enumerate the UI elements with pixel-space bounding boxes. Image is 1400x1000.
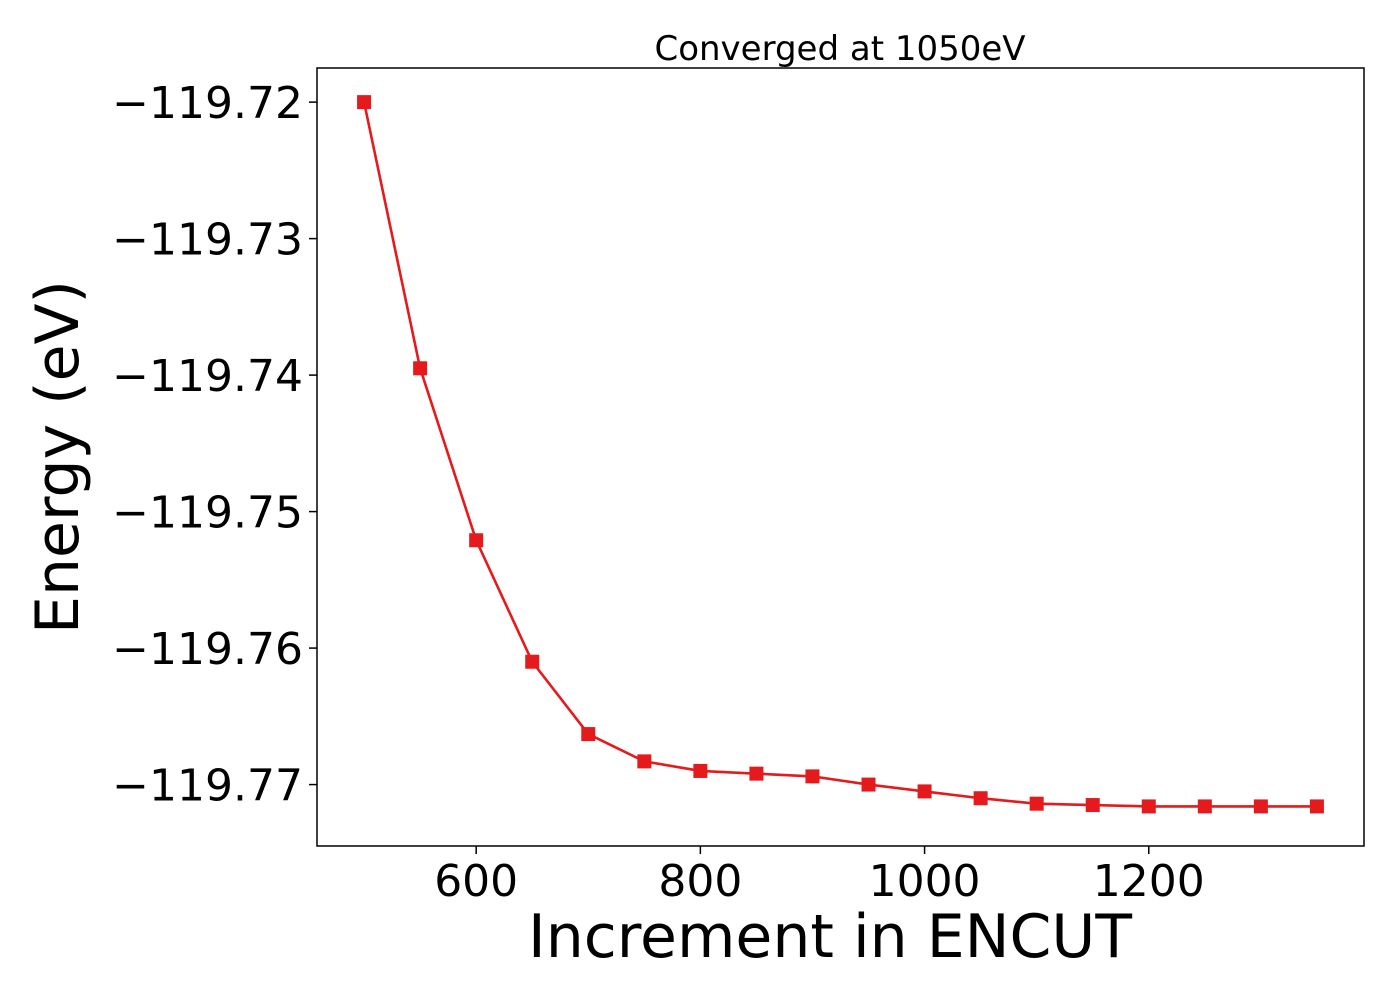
data-point	[805, 769, 820, 784]
data-point	[469, 533, 484, 548]
data-point	[1197, 799, 1212, 814]
data-point	[1309, 799, 1324, 814]
data-point	[749, 766, 764, 781]
data-point	[861, 777, 876, 792]
data-point	[525, 654, 540, 669]
y-tick-label: −119.74	[112, 351, 303, 402]
data-point	[1141, 799, 1156, 814]
x-tick-label: 1000	[869, 856, 981, 907]
x-axis-title: Increment in ENCUT	[528, 902, 1132, 972]
data-point	[1085, 798, 1100, 813]
data-point	[917, 784, 932, 799]
data-point	[357, 95, 372, 110]
y-tick-label: −119.76	[112, 624, 303, 675]
data-point	[693, 763, 708, 778]
series-line	[362, 101, 1317, 808]
data-point	[1029, 796, 1044, 811]
x-tick-label: 600	[434, 856, 518, 907]
x-tick-label: 800	[658, 856, 742, 907]
plot-frame	[316, 67, 1365, 847]
y-tick-label: −119.72	[112, 78, 303, 129]
data-point	[413, 361, 428, 376]
y-tick-label: −119.77	[112, 761, 303, 812]
y-axis-title: Energy (eV)	[23, 280, 93, 634]
data-point	[1253, 799, 1268, 814]
chart-title: Converged at 1050eV	[654, 29, 1025, 69]
data-point	[637, 754, 652, 769]
data-point	[581, 727, 596, 742]
y-tick-label: −119.73	[112, 215, 303, 266]
data-point	[973, 791, 988, 806]
y-tick-label: −119.75	[112, 488, 303, 539]
x-tick-label: 1200	[1093, 856, 1205, 907]
